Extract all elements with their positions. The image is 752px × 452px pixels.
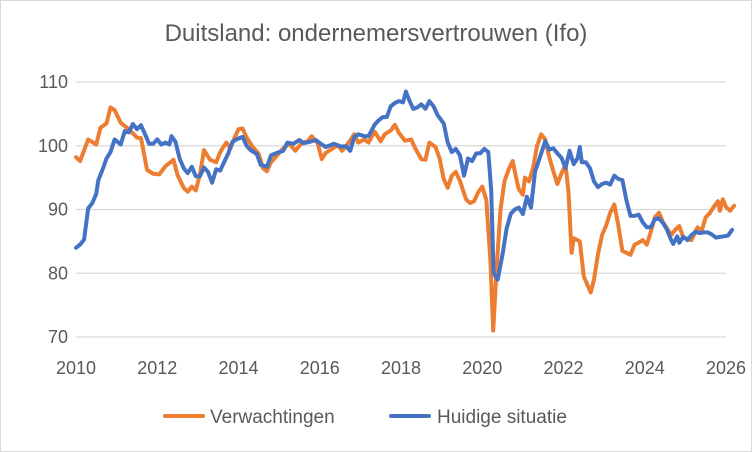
- y-tick-label: 100: [38, 136, 68, 156]
- y-tick-label: 90: [48, 200, 68, 220]
- legend-label: Huidige situatie: [437, 407, 567, 428]
- chart-title: Duitsland: ondernemersvertrouwen (Ifo): [164, 20, 588, 47]
- series-line-1: [74, 89, 735, 282]
- x-tick-label: 2022: [543, 358, 583, 378]
- x-tick-label: 2010: [56, 358, 96, 378]
- y-tick-label: 80: [48, 263, 68, 283]
- x-tick-label: 2014: [218, 358, 258, 378]
- legend: Verwachtingen Huidige situatie: [163, 407, 567, 428]
- x-tick-label: 2020: [462, 358, 502, 378]
- series-line-0: [74, 105, 737, 333]
- x-tick-label: 2026: [706, 358, 746, 378]
- x-tick-label: 2016: [300, 358, 340, 378]
- x-tick-label: 2024: [625, 358, 665, 378]
- y-tick-label: 70: [48, 327, 68, 347]
- x-tick-label: 2012: [137, 358, 177, 378]
- legend-label: Verwachtingen: [210, 407, 335, 428]
- series-lines: [74, 89, 737, 333]
- gridlines: [76, 81, 726, 338]
- y-axis-tick-labels: 70 80 90 100 110: [38, 72, 68, 347]
- y-tick-label: 110: [39, 72, 68, 92]
- x-tick-label: 2018: [381, 358, 421, 378]
- x-axis-tick-labels: 2010 2012 2014 2016 2018 2020 2022 2024 2026: [56, 358, 746, 378]
